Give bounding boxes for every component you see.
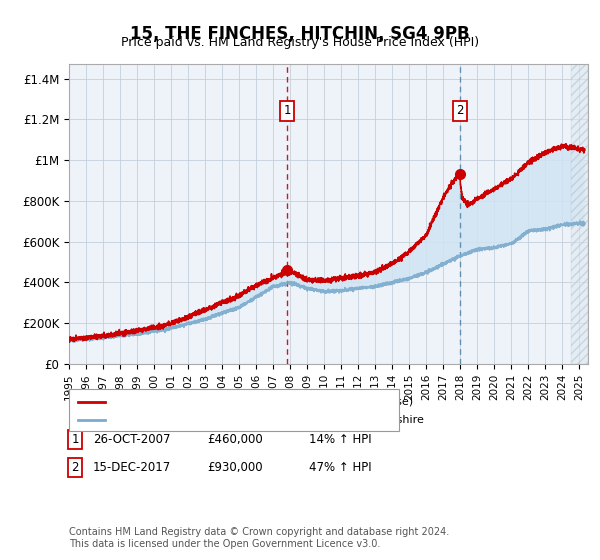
Text: £930,000: £930,000 xyxy=(207,461,263,474)
Text: Contains HM Land Registry data © Crown copyright and database right 2024.
This d: Contains HM Land Registry data © Crown c… xyxy=(69,527,449,549)
Text: 2: 2 xyxy=(71,461,79,474)
Text: 15, THE FINCHES, HITCHIN, SG4 9PB: 15, THE FINCHES, HITCHIN, SG4 9PB xyxy=(130,25,470,43)
Text: Price paid vs. HM Land Registry's House Price Index (HPI): Price paid vs. HM Land Registry's House … xyxy=(121,36,479,49)
Text: HPI: Average price, detached house, North Hertfordshire: HPI: Average price, detached house, Nort… xyxy=(109,415,424,425)
Text: 2: 2 xyxy=(456,104,463,118)
Text: 26-OCT-2007: 26-OCT-2007 xyxy=(93,433,170,446)
Text: 47% ↑ HPI: 47% ↑ HPI xyxy=(309,461,371,474)
Bar xyxy=(571,64,588,364)
Text: 15, THE FINCHES, HITCHIN, SG4 9PB (detached house): 15, THE FINCHES, HITCHIN, SG4 9PB (detac… xyxy=(109,396,413,407)
Text: £460,000: £460,000 xyxy=(207,433,263,446)
Text: 1: 1 xyxy=(283,104,291,118)
Text: 1: 1 xyxy=(71,433,79,446)
Text: 15-DEC-2017: 15-DEC-2017 xyxy=(93,461,171,474)
Text: 14% ↑ HPI: 14% ↑ HPI xyxy=(309,433,371,446)
